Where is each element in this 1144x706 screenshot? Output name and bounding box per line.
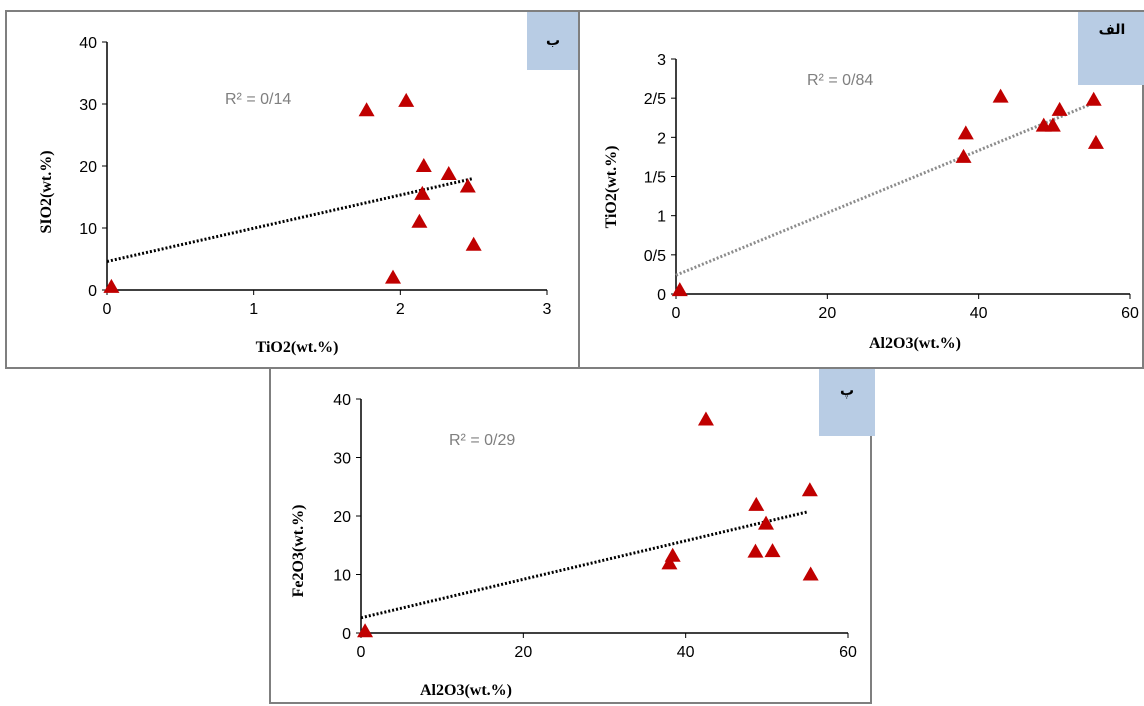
data-point-marker [764,543,781,558]
y-tick-label: 2 [657,130,666,147]
data-point-marker [103,278,120,293]
data-point-marker [358,102,375,117]
panel-label-badge [819,369,875,436]
data-point-marker [957,125,974,140]
x-axis-title: Al2O3(wt.%) [869,335,961,352]
y-tick-label: 1 [657,209,666,226]
y-tick-label: 0 [657,287,666,304]
x-axis-title: Al2O3(wt.%) [420,682,512,699]
y-tick-label: 0 [88,283,97,300]
data-point-marker [802,566,819,581]
data-point-marker [357,623,374,638]
y-tick-label: 2/5 [644,91,666,108]
x-tick-label: 20 [514,644,532,661]
panel-label: ب [546,33,560,49]
data-point-marker [661,555,678,570]
data-point-marker [411,213,428,228]
y-tick-label: 10 [79,221,97,238]
r2-annotation: R² = 0/14 [225,91,291,108]
data-point-marker [748,496,765,511]
data-point-marker [440,166,457,181]
data-point-marker [459,178,476,193]
data-point-marker [747,543,764,558]
data-point-marker [664,547,681,562]
data-point-marker [1087,134,1104,149]
r2-annotation: R² = 0/29 [449,432,515,449]
panel-label: پ [840,383,854,399]
data-point-marker [801,482,818,497]
chart-panel-alef: الف R² = 0/84 Al2O3(wt.%) TiO2(wt.%) 0 20… [578,10,1144,369]
x-tick-label: 40 [677,644,695,661]
chart-panel-pe: پ R² = 0/29 Al2O3(wt.%) Fe2O3(wt.%) 0 20 4… [269,367,875,704]
data-point-marker [955,148,972,163]
data-point-marker [697,411,714,426]
panel-label: الف [1099,22,1126,38]
y-tick-label: 10 [333,568,351,585]
y-axis-title: SIO2(wt.%) [38,150,55,233]
y-tick-label: 40 [333,392,351,409]
trendline [675,100,1097,277]
x-tick-label: 3 [543,301,552,318]
x-tick-label: 1 [249,301,258,318]
scatter-chart-pe: پ R² = 0/29 Al2O3(wt.%) Fe2O3(wt.%) 0 20 4… [290,369,875,699]
y-tick-label: 30 [333,451,351,468]
x-tick-label: 0 [103,301,112,318]
panel-label-badge [527,12,578,70]
panel-label-badge [1078,12,1144,85]
data-point-marker [465,236,482,251]
data-point-marker [758,515,775,530]
scatter-chart-b: ب R² = 0/14 TiO2(wt.%) SIO2(wt.%) 0 1 2 301… [38,12,578,356]
data-point-marker [385,269,401,284]
x-tick-label: 60 [1121,305,1139,322]
y-tick-label: 1/5 [644,170,666,187]
y-axis-title: TiO2(wt.%) [603,146,620,229]
y-tick-label: 40 [79,35,97,52]
trendline [106,176,474,263]
data-point-marker [414,185,431,200]
y-axis-title: Fe2O3(wt.%) [290,505,307,598]
y-tick-label: 0 [342,626,351,643]
x-tick-label: 60 [839,644,857,661]
r2-annotation: R² = 0/84 [807,72,873,89]
data-point-marker [398,92,415,107]
y-tick-label: 0/5 [644,248,666,265]
data-point-marker [671,282,688,297]
data-point-marker [1051,101,1068,116]
y-tick-label: 3 [657,52,666,69]
scatter-chart-alef: الف R² = 0/84 Al2O3(wt.%) TiO2(wt.%) 0 20… [603,12,1144,352]
data-point-marker [1085,91,1102,106]
x-tick-label: 0 [672,305,681,322]
y-tick-label: 20 [333,509,351,526]
y-tick-label: 30 [79,97,97,114]
data-point-marker [415,158,432,172]
x-tick-label: 20 [818,305,836,322]
data-point-marker [1044,117,1061,132]
x-tick-label: 0 [357,644,366,661]
x-tick-label: 2 [396,301,405,318]
x-tick-label: 40 [970,305,988,322]
trendline [360,510,808,620]
data-point-marker [992,88,1009,103]
x-axis-title: TiO2(wt.%) [256,339,339,356]
y-tick-label: 20 [79,159,97,176]
